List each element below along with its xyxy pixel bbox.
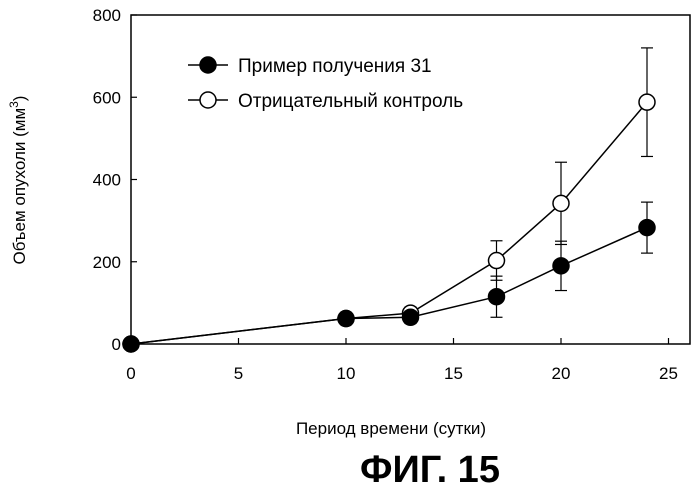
y-axis-title: Объем опухоли (мм3) xyxy=(7,96,29,265)
x-tick-label: 15 xyxy=(444,364,463,383)
data-point xyxy=(639,220,655,236)
x-tick-label: 20 xyxy=(552,364,571,383)
chart: 0 5 10 15 20 25 0 200 400 600 800 Пример получения… xyxy=(0,0,700,492)
legend-marker-filled xyxy=(200,57,216,73)
x-tick-label: 25 xyxy=(659,364,678,383)
x-axis-title: Период времени (сутки) xyxy=(296,419,486,438)
legend-item: Пример получения 31 xyxy=(188,56,432,77)
legend: Пример получения 31 Отрицательный контрол… xyxy=(188,56,463,112)
data-point xyxy=(489,253,505,269)
x-tick-label: 0 xyxy=(126,364,135,383)
data-point xyxy=(639,94,655,110)
data-point xyxy=(553,195,569,211)
x-tick-label: 5 xyxy=(234,364,243,383)
y-tick-label: 400 xyxy=(93,171,121,190)
legend-item: Отрицательный контроль xyxy=(188,91,463,112)
data-point xyxy=(123,336,139,352)
legend-label: Отрицательный контроль xyxy=(238,91,463,112)
y-tick-label: 0 xyxy=(112,335,121,354)
data-point xyxy=(338,311,354,327)
series-line xyxy=(131,228,647,344)
series-line xyxy=(131,102,647,344)
legend-label: Пример получения 31 xyxy=(238,56,432,77)
y-tick-label: 800 xyxy=(93,6,121,25)
figure-caption: ФИГ. 15 xyxy=(360,449,500,491)
series-example-31 xyxy=(123,202,655,352)
data-point xyxy=(403,309,419,325)
y-tick-label: 200 xyxy=(93,253,121,272)
x-tick-label: 10 xyxy=(337,364,356,383)
y-tick-label: 600 xyxy=(93,88,121,107)
legend-marker-open xyxy=(200,92,216,108)
data-point xyxy=(489,289,505,305)
data-point xyxy=(553,258,569,274)
